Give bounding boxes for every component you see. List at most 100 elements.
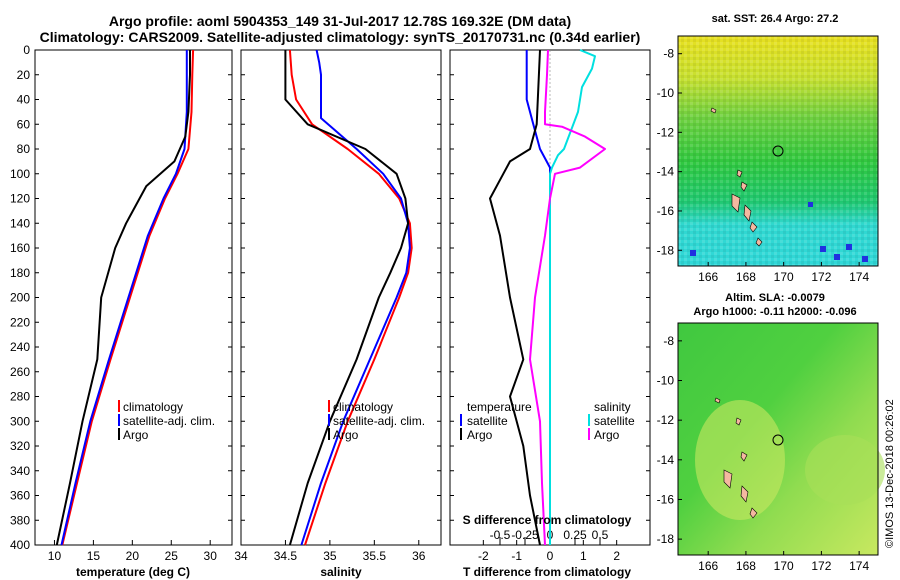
sst-map [677, 35, 879, 267]
s-diff-tick-label: -0.25 [511, 528, 539, 542]
map-lon-tick-label: 168 [736, 559, 756, 573]
sst-cold-patches [690, 202, 868, 262]
depth-tick-label: 220 [10, 315, 30, 329]
depth-tick-label: 80 [17, 142, 31, 156]
map-lat-tick-label: -18 [657, 243, 675, 257]
map-lon-tick-label: 166 [698, 559, 718, 573]
map-lon-tick-label: 172 [811, 270, 831, 284]
series-line-climatology [288, 49, 413, 546]
map-lat-tick-label: -8 [663, 47, 674, 61]
legend-label-satellite: satellite-adj. clim. [333, 414, 425, 428]
depth-tick-label: 200 [10, 291, 30, 305]
map-ticks: 166 168 170 172 174 -8 -10 -12 -14 -16 -18 166 168 17… [657, 47, 870, 573]
depth-tick-label: 160 [10, 241, 30, 255]
map-lon-tick-label: 166 [698, 270, 718, 284]
legend-swatch-s-argo [588, 428, 590, 440]
legend-label-climatology: climatology [333, 400, 393, 414]
depth-tick-label: 300 [10, 414, 30, 428]
sla-map-frame [677, 322, 879, 556]
x-tick-label: -2 [478, 549, 489, 563]
map-lon-tick-label: 170 [774, 559, 794, 573]
legend-label-satellite: satellite-adj. clim. [123, 414, 215, 428]
depth-tick-label: 180 [10, 266, 30, 280]
sst-map-frame [677, 35, 879, 267]
map-lat-tick-label: -12 [657, 413, 675, 427]
map-lon-tick-label: 174 [849, 559, 869, 573]
salinity-panel-frame [240, 49, 442, 546]
depth-tick-label: 60 [17, 117, 31, 131]
series-line-s-satellite [549, 49, 596, 545]
legend-label-s-satellite: satellite [594, 414, 635, 428]
map-lat-tick-label: -16 [657, 492, 675, 506]
legend-label-argo: Argo [333, 428, 359, 442]
x-tick-label: 2 [613, 549, 620, 563]
legend-label-argo: Argo [123, 428, 149, 442]
map-lat-tick-label: -10 [657, 86, 675, 100]
x-tick-label: 34 [234, 549, 248, 563]
x-tick-label: 30 [204, 549, 218, 563]
sla-high-anomaly [695, 400, 785, 520]
legend-label-t-satellite: satellite [467, 414, 508, 428]
x-tick-label: 35 [323, 549, 337, 563]
temperature-panel-frame [34, 49, 233, 546]
map-lon-tick-label: 170 [774, 270, 794, 284]
depth-tick-label: 140 [10, 216, 30, 230]
sla-high-anomaly-east [805, 435, 885, 505]
x-tick-label: 15 [87, 549, 101, 563]
map-lat-tick-label: -18 [657, 532, 675, 546]
x-tick-label: 25 [165, 549, 179, 563]
depth-tick-label: 40 [17, 93, 31, 107]
depth-tick-label: 340 [10, 464, 30, 478]
x-tick-label: 1 [580, 549, 587, 563]
salinity-axis-label: salinity [320, 565, 362, 579]
x-tick-label: 20 [126, 549, 140, 563]
s-diff-tick-label: 0.25 [563, 528, 587, 542]
x-tick-label: 34.5 [274, 549, 298, 563]
series-line-s-argo [529, 49, 606, 546]
sla-argo-location-marker [772, 434, 784, 446]
map-lon-tick-label: 172 [811, 559, 831, 573]
profile-plots: 0204060801001201401601802002202402602803… [10, 43, 650, 563]
copyright-stamp: ©IMOS 13-Dec-2018 00:26:02 [884, 399, 896, 548]
depth-tick-label: 360 [10, 489, 30, 503]
depth-tick-label: 20 [17, 68, 31, 82]
series-line-climatology [61, 49, 195, 546]
t-difference-axis-label: T difference from climatology [463, 565, 631, 579]
legend-swatch-climatology [118, 400, 120, 412]
legend-swatch-climatology [328, 400, 330, 412]
legend-label-t-argo: Argo [467, 428, 493, 442]
legend-swatch-t-satellite [460, 414, 462, 426]
legend-header-temperature: temperature [467, 400, 532, 414]
series-line-satellite-adj-clim [300, 49, 411, 546]
depth-tick-label: 280 [10, 390, 30, 404]
sst-texture [678, 36, 878, 266]
x-tick-label: 36 [412, 549, 426, 563]
sla-map-title-line2: Argo h1000: -0.11 h2000: -0.096 [693, 306, 856, 318]
depth-tick-label: 380 [10, 513, 30, 527]
series-line-satellite-adj-clim [60, 50, 188, 546]
map-lat-tick-label: -12 [657, 125, 675, 139]
sla-map-title-line1: Altim. SLA: -0.0079 [725, 292, 825, 304]
depth-tick-label: 120 [10, 192, 30, 206]
map-lon-tick-label: 174 [849, 270, 869, 284]
depth-tick-label: 100 [10, 167, 30, 181]
depth-tick-label: 400 [10, 538, 30, 552]
difference-salinity-legend: salinity satellite Argo [588, 400, 635, 442]
s-diff-tick-label: 0.5 [592, 528, 609, 542]
x-tick-label: -1 [511, 549, 522, 563]
legend-swatch-satellite [328, 414, 330, 426]
sla-islands [714, 397, 758, 519]
salinity-legend: climatology satellite-adj. clim. Argo [328, 400, 425, 442]
s-difference-axis-label: S difference from climatology [463, 513, 632, 527]
x-tick-label: 0 [547, 549, 554, 563]
series-line-argo [55, 50, 191, 546]
depth-tick-label: 240 [10, 340, 30, 354]
depth-tick-label: 260 [10, 365, 30, 379]
temperature-axis-label: temperature (deg C) [76, 565, 190, 579]
legend-swatch-t-argo [460, 428, 462, 440]
x-tick-label: 10 [48, 549, 62, 563]
legend-swatch-satellite [118, 414, 120, 426]
series-line-t-argo [489, 49, 541, 546]
legend-label-climatology: climatology [123, 400, 183, 414]
